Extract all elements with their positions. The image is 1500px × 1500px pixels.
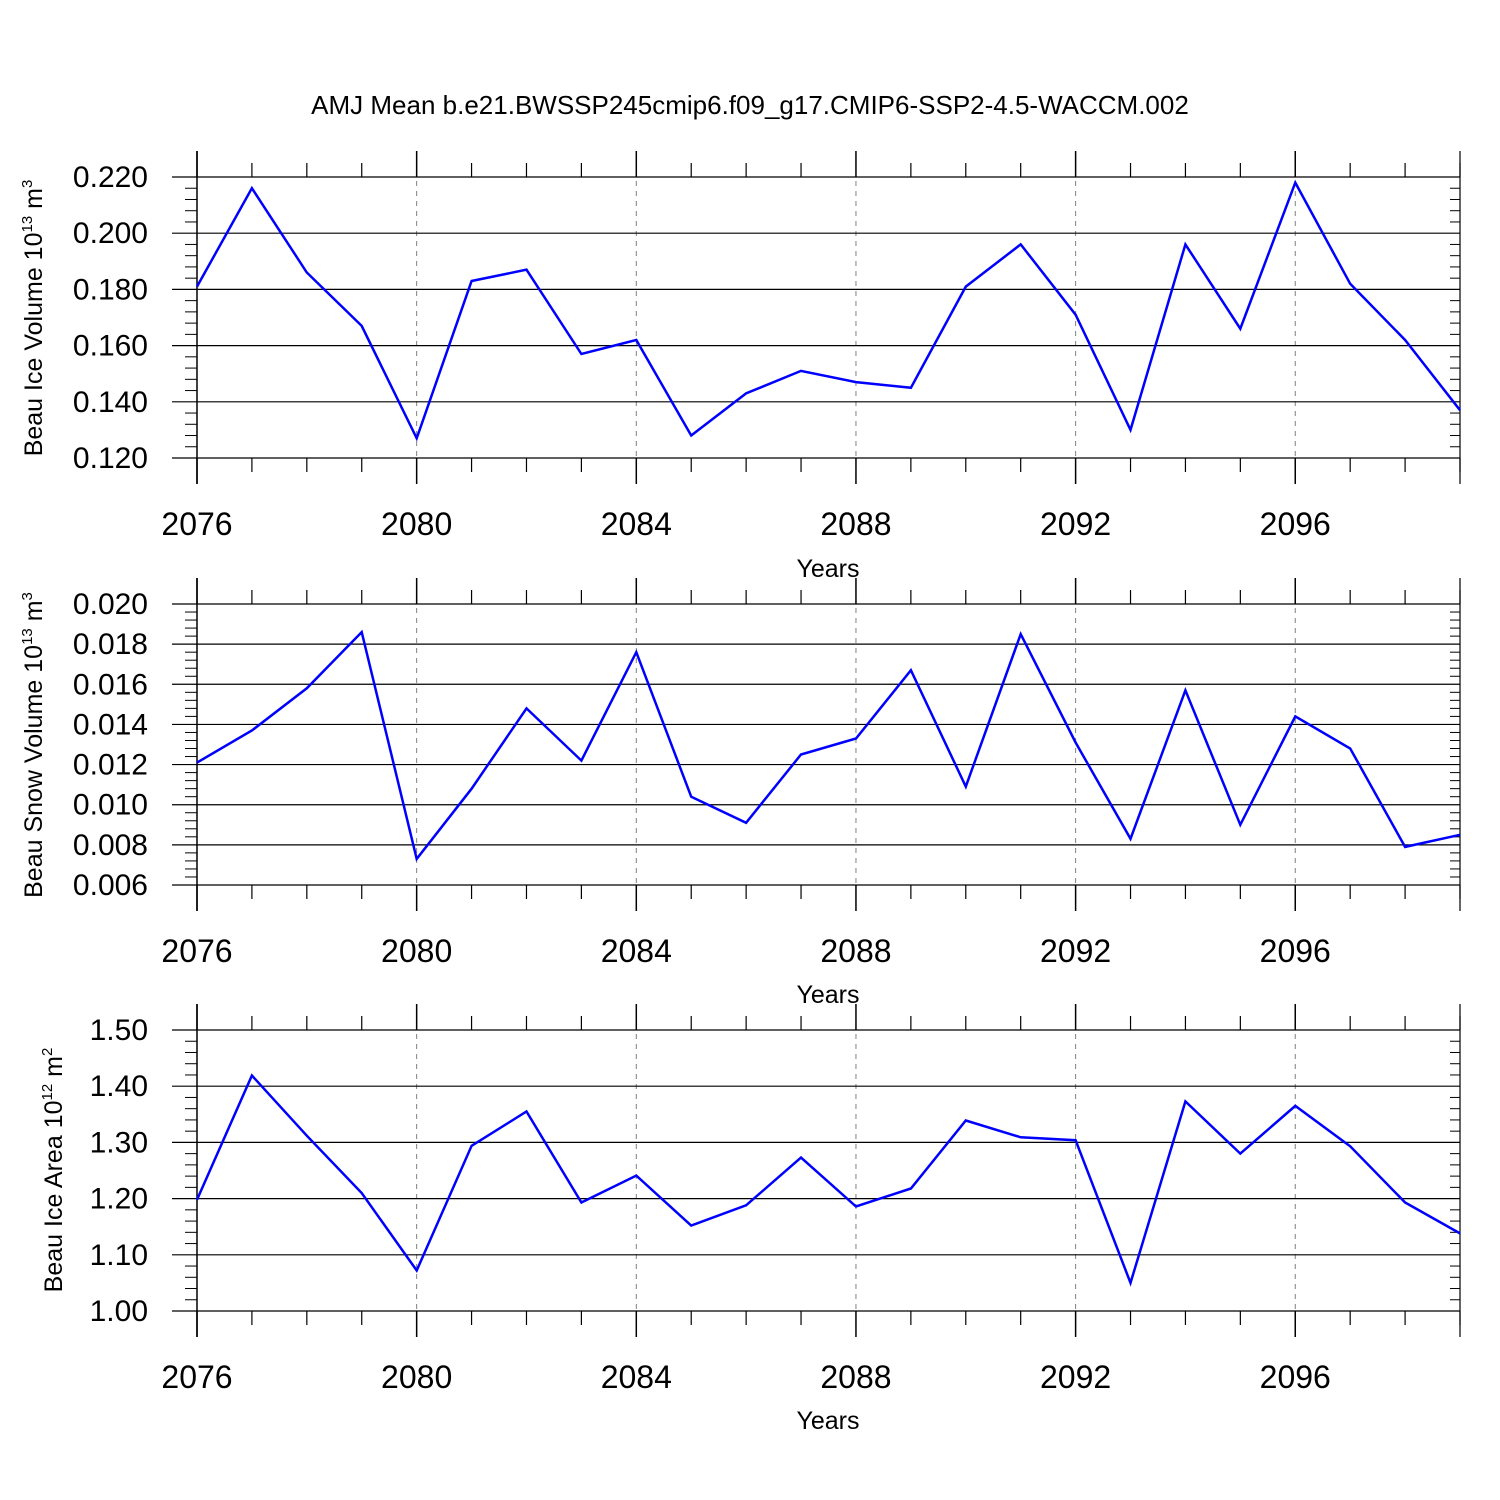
x-tick-label: 2080 — [381, 1359, 452, 1395]
y-tick-label: 0.180 — [73, 273, 148, 306]
y-tick-label: 0.014 — [73, 708, 148, 741]
y-tick-label: 1.50 — [90, 1014, 148, 1047]
x-tick-label: 2084 — [601, 506, 672, 542]
x-tick-label: 2084 — [601, 1359, 672, 1395]
panel-ice-area: Beau Ice Area 1012 m2 Years 1.00 1.10 1.20… — [39, 1004, 1461, 1435]
x-axis-label: Years — [796, 1407, 859, 1435]
y-tick-label: 0.012 — [73, 749, 148, 782]
y-tick-label: 0.140 — [73, 386, 148, 419]
y-tick-label: 1.40 — [90, 1070, 148, 1103]
y-tick-label: 1.10 — [90, 1239, 148, 1272]
y-tick-label: 0.016 — [73, 668, 148, 701]
x-tick-label: 2076 — [161, 506, 232, 542]
y-tick-label: 0.160 — [73, 330, 148, 363]
x-tick-label: 2096 — [1260, 1359, 1331, 1395]
y-tick-label: 1.00 — [90, 1295, 148, 1328]
y-tick-label: 0.010 — [73, 789, 148, 822]
x-tick-label: 2096 — [1260, 506, 1331, 542]
series-line — [195, 179, 1461, 442]
y-tick-label: 0.006 — [73, 869, 148, 902]
series-line — [196, 629, 1461, 862]
x-tick-label: 2092 — [1040, 506, 1111, 542]
x-tick-label: 2092 — [1040, 933, 1111, 969]
panel-ice-volume: Beau Ice Volume 1013 m3 Years 0.120 0.140… — [19, 151, 1461, 583]
y-tick-label: 0.008 — [73, 829, 148, 862]
x-tick-label: 2088 — [820, 506, 891, 542]
y-axis-label: Beau Snow Volume 1013 m3 — [19, 592, 48, 898]
panel-snow-volume: Beau Snow Volume 1013 m3 Years 0.006 0.00… — [19, 578, 1461, 1009]
x-tick-label: 2084 — [601, 933, 672, 969]
chart-title: AMJ Mean b.e21.BWSSP245cmip6.f09_g17.CMI… — [311, 90, 1189, 120]
x-tick-label: 2080 — [381, 506, 452, 542]
x-axis-label: Years — [796, 981, 859, 1009]
x-tick-label: 2080 — [381, 933, 452, 969]
x-tick-label: 2096 — [1260, 933, 1331, 969]
y-tick-label: 0.020 — [73, 588, 148, 621]
x-tick-label: 2088 — [820, 933, 891, 969]
y-tick-label: 1.20 — [90, 1183, 148, 1216]
y-tick-label: 0.200 — [73, 217, 148, 250]
y-axis-label: Beau Ice Area 1012 m2 — [39, 1048, 68, 1293]
x-axis-label: Years — [796, 555, 859, 583]
series-line — [195, 1073, 1461, 1287]
y-tick-label: 0.120 — [73, 442, 148, 475]
x-tick-label: 2092 — [1040, 1359, 1111, 1395]
y-tick-label: 1.30 — [90, 1126, 148, 1159]
y-axis-label: Beau Ice Volume 1013 m3 — [19, 180, 48, 457]
x-tick-label: 2076 — [161, 1359, 232, 1395]
x-tick-label: 2088 — [820, 1359, 891, 1395]
y-tick-label: 0.018 — [73, 628, 148, 661]
y-tick-label: 0.220 — [73, 161, 148, 194]
x-tick-label: 2076 — [161, 933, 232, 969]
